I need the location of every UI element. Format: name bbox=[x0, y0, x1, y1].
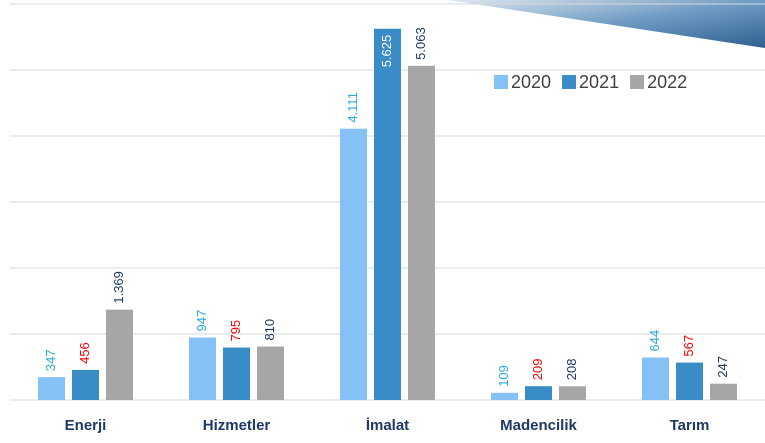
data-label: 644 bbox=[647, 330, 662, 352]
bar bbox=[525, 386, 552, 400]
x-tick-label: Tarım bbox=[670, 417, 710, 434]
bar bbox=[710, 383, 737, 400]
legend-swatch bbox=[630, 75, 645, 89]
data-label: 5.063 bbox=[413, 27, 428, 60]
legend-label: 2021 bbox=[579, 72, 619, 92]
bar bbox=[38, 377, 65, 400]
bar bbox=[223, 347, 250, 400]
x-tick-label: İmalat bbox=[366, 417, 409, 434]
x-tick-label: Hizmetler bbox=[203, 417, 271, 434]
bar bbox=[408, 65, 435, 400]
bar bbox=[72, 369, 99, 400]
legend-label: 2022 bbox=[647, 72, 687, 92]
data-label: 795 bbox=[228, 320, 243, 342]
bar bbox=[340, 128, 367, 400]
legend-swatch bbox=[562, 75, 577, 89]
bar bbox=[374, 28, 401, 400]
decoration bbox=[448, 0, 765, 48]
data-label: 347 bbox=[43, 349, 58, 371]
data-label: 208 bbox=[564, 359, 579, 381]
legend: 2020 2021 2022 bbox=[494, 72, 687, 92]
bar bbox=[676, 362, 703, 400]
bar bbox=[642, 357, 669, 400]
data-label: 247 bbox=[715, 356, 730, 378]
bars: Enerji 347 456 1.369 Hizmetler 947 795 810 İmala… bbox=[38, 27, 737, 434]
data-label: 5.625 bbox=[379, 35, 394, 68]
data-label: 567 bbox=[681, 335, 696, 357]
x-tick-label: Enerji bbox=[65, 417, 107, 434]
data-label: 4.111 bbox=[345, 92, 360, 123]
data-label: 810 bbox=[262, 319, 277, 341]
data-label: 456 bbox=[77, 342, 92, 364]
legend-label: 2020 bbox=[511, 72, 551, 92]
data-label: 209 bbox=[530, 359, 545, 381]
x-tick-label: Madencilik bbox=[500, 417, 577, 434]
bar bbox=[559, 386, 586, 400]
bar bbox=[189, 337, 216, 400]
legend-swatch bbox=[494, 75, 508, 89]
data-label: 109 bbox=[496, 365, 511, 387]
data-label: 1.369 bbox=[111, 271, 126, 304]
data-label: 947 bbox=[194, 310, 209, 332]
bar bbox=[106, 309, 133, 400]
bar bbox=[491, 392, 518, 400]
bar bbox=[257, 346, 284, 400]
